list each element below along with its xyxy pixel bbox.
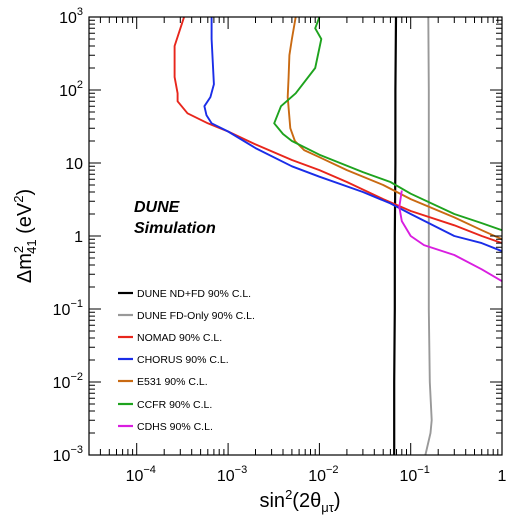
annotation-line-2: Simulation — [134, 220, 216, 237]
legend-label-2: NOMAD 90% C.L. — [137, 332, 222, 344]
x-tick-label-1: 10−3 — [217, 464, 247, 485]
legend-label-1: DUNE FD-Only 90% C.L. — [137, 310, 255, 322]
tick-labels: 10−4 10−3 10−2 10−1 1 10−3 10−2 10−1 1 10 102 103 — [53, 6, 507, 485]
y-tick-label-6: 103 — [59, 6, 83, 27]
annotation-line-1: DUNE — [134, 199, 181, 216]
series-line-2 — [173, 17, 502, 244]
x-tick-label-3: 10−1 — [400, 464, 430, 485]
legend-label-3: CHORUS 90% C.L. — [137, 354, 229, 366]
series-line-1 — [424, 17, 433, 455]
x-axis-title: sin2(2θμτ) — [259, 487, 340, 515]
y-tick-label-3: 1 — [74, 229, 83, 246]
y-tick-label-4: 10 — [65, 156, 83, 173]
y-tick-label-5: 102 — [59, 79, 83, 100]
legend-label-5: CCFR 90% C.L. — [137, 399, 212, 411]
legend-label-4: E531 90% C.L. — [137, 376, 208, 388]
y-axis-title: Δm241 (eV2) — [11, 189, 39, 283]
x-tick-label-4: 1 — [498, 468, 507, 485]
legend: DUNE ND+FD 90% C.L. DUNE FD-Only 90% C.L.… — [118, 288, 255, 433]
x-tick-label-2: 10−2 — [308, 464, 338, 485]
series-line-4 — [286, 17, 502, 241]
series-line-3 — [203, 17, 502, 253]
legend-label-6: CDHS 90% C.L. — [137, 421, 213, 433]
y-tick-label-1: 10−2 — [53, 371, 83, 392]
x-tick-label-0: 10−4 — [126, 464, 156, 485]
legend-label-0: DUNE ND+FD 90% C.L. — [137, 288, 251, 300]
series-line-5 — [273, 17, 502, 232]
series-line-0 — [393, 17, 398, 455]
series-line-6 — [398, 190, 502, 283]
axis-ticks — [88, 16, 503, 456]
y-tick-label-0: 10−3 — [53, 444, 83, 465]
y-tick-label-2: 10−1 — [53, 298, 83, 319]
plot-curves — [173, 17, 502, 455]
